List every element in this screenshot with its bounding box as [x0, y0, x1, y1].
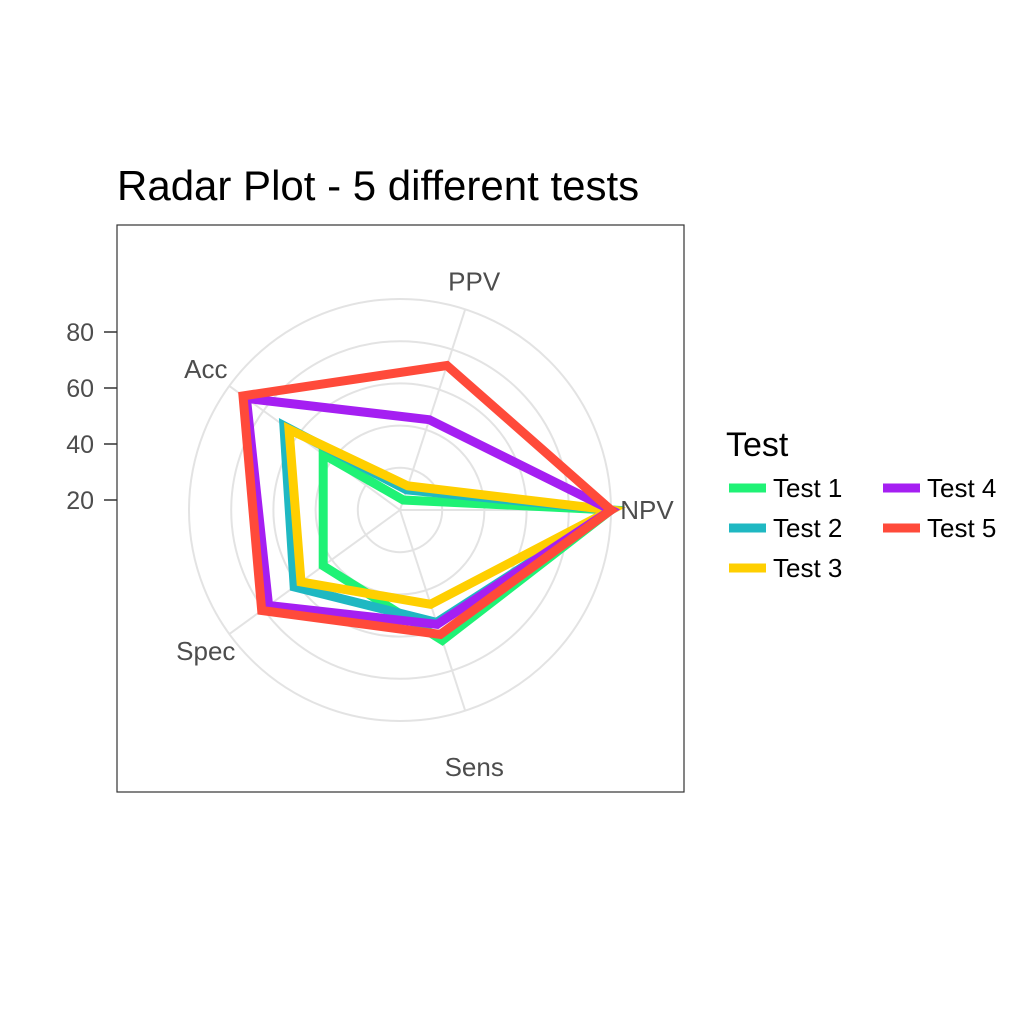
series-lines: [238, 360, 626, 646]
legend: Test Test 1 Test 2 Test 3 Test 4 Test 5: [726, 426, 996, 583]
legend-label-test-4: Test 4: [927, 473, 996, 503]
axis-labels: NPV PPV Acc Spec Sens: [176, 267, 674, 782]
tick-label-60: 60: [66, 375, 94, 403]
grid-spoke: [399, 309, 467, 511]
tick-label-20: 20: [66, 487, 94, 515]
axis-label-ppv: PPV: [448, 267, 501, 297]
y-axis-ticks: 20 40 60 80: [66, 319, 117, 515]
axis-label-spec: Spec: [176, 636, 235, 666]
series-line-test-1: [318, 446, 624, 646]
chart-title: Radar Plot - 5 different tests: [117, 162, 639, 209]
axis-label-npv: NPV: [620, 495, 674, 525]
grid-spoke: [399, 509, 467, 711]
axis-label-sens: Sens: [445, 752, 504, 782]
series-line-test-4: [241, 393, 621, 630]
legend-label-test-3: Test 3: [773, 553, 842, 583]
grid-spoke: [228, 385, 401, 511]
series-line-test-5: [238, 360, 619, 640]
series-line-test-3: [283, 421, 626, 609]
legend-label-test-2: Test 2: [773, 513, 842, 543]
tick-label-80: 80: [66, 319, 94, 347]
legend-title: Test: [726, 426, 789, 464]
legend-label-test-1: Test 1: [773, 473, 842, 503]
legend-label-test-5: Test 5: [927, 513, 996, 543]
axis-label-acc: Acc: [184, 354, 227, 384]
tick-label-40: 40: [66, 431, 94, 459]
